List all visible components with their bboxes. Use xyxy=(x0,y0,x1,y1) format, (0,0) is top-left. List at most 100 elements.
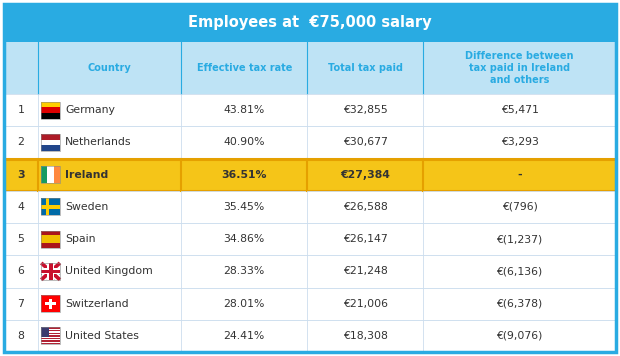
Bar xyxy=(42,263,60,280)
Text: United States: United States xyxy=(65,331,139,341)
Bar xyxy=(42,113,60,119)
Bar xyxy=(42,328,60,344)
Bar xyxy=(4,158,616,191)
Bar xyxy=(4,4,616,42)
Bar xyxy=(42,166,60,183)
Bar xyxy=(42,328,60,329)
Text: 7: 7 xyxy=(17,299,24,309)
Text: €30,677: €30,677 xyxy=(343,137,388,147)
Text: Effective tax rate: Effective tax rate xyxy=(197,63,292,73)
Bar xyxy=(42,145,60,151)
Bar xyxy=(42,231,60,247)
Text: Employees at  €75,000 salary: Employees at €75,000 salary xyxy=(188,16,432,31)
Text: 2: 2 xyxy=(17,137,24,147)
Text: 6: 6 xyxy=(17,266,24,276)
Bar xyxy=(42,338,60,339)
Text: 4: 4 xyxy=(17,202,24,212)
Bar xyxy=(42,335,60,336)
Bar xyxy=(42,199,60,215)
Bar xyxy=(42,331,60,333)
Text: Total tax paid: Total tax paid xyxy=(327,63,402,73)
Bar xyxy=(46,199,49,215)
Bar xyxy=(48,166,54,183)
Bar xyxy=(47,263,54,280)
Text: 43.81%: 43.81% xyxy=(224,105,265,115)
Text: 34.86%: 34.86% xyxy=(224,234,265,244)
Text: Sweden: Sweden xyxy=(65,202,108,212)
Text: United Kingdom: United Kingdom xyxy=(65,266,153,276)
Bar xyxy=(4,288,616,320)
Bar xyxy=(42,343,60,344)
Bar xyxy=(42,235,60,243)
Text: Germany: Germany xyxy=(65,105,115,115)
Bar xyxy=(42,263,60,280)
Bar xyxy=(42,295,60,312)
Text: 3: 3 xyxy=(17,169,25,180)
Text: €3,293: €3,293 xyxy=(501,137,539,147)
Text: Ireland: Ireland xyxy=(65,169,108,180)
Text: €5,471: €5,471 xyxy=(501,105,539,115)
Bar xyxy=(4,94,616,126)
Bar xyxy=(42,268,60,274)
Text: 24.41%: 24.41% xyxy=(224,331,265,341)
Bar xyxy=(42,102,60,107)
Text: €27,384: €27,384 xyxy=(340,169,390,180)
Bar xyxy=(4,223,616,255)
Text: 35.45%: 35.45% xyxy=(224,202,265,212)
Bar xyxy=(4,42,616,94)
Bar xyxy=(42,340,60,342)
Text: €(6,378): €(6,378) xyxy=(497,299,542,309)
Bar xyxy=(42,295,60,312)
Bar xyxy=(54,166,60,183)
Bar xyxy=(42,329,60,330)
Bar xyxy=(4,126,616,158)
Text: 28.01%: 28.01% xyxy=(224,299,265,309)
Text: €26,147: €26,147 xyxy=(343,234,388,244)
Text: €(1,237): €(1,237) xyxy=(497,234,542,244)
Text: Netherlands: Netherlands xyxy=(65,137,131,147)
Bar xyxy=(42,334,60,335)
Text: 40.90%: 40.90% xyxy=(223,137,265,147)
Bar xyxy=(42,134,60,151)
Bar xyxy=(42,205,60,209)
Bar xyxy=(42,342,60,343)
Text: Difference between
tax paid in Ireland
and others: Difference between tax paid in Ireland a… xyxy=(466,51,574,85)
Bar xyxy=(45,302,56,305)
Bar xyxy=(42,102,60,119)
Bar xyxy=(4,255,616,288)
Bar xyxy=(42,243,60,247)
Text: 5: 5 xyxy=(17,234,24,244)
Text: €18,308: €18,308 xyxy=(343,331,388,341)
Text: €(6,136): €(6,136) xyxy=(497,266,542,276)
Text: 1: 1 xyxy=(17,105,24,115)
Bar xyxy=(42,199,60,215)
Bar xyxy=(42,166,48,183)
Bar xyxy=(4,320,616,352)
Text: €32,855: €32,855 xyxy=(343,105,388,115)
Bar xyxy=(42,107,60,113)
Bar xyxy=(4,191,616,223)
Text: €26,588: €26,588 xyxy=(343,202,388,212)
Text: €(9,076): €(9,076) xyxy=(497,331,542,341)
Text: Switzerland: Switzerland xyxy=(65,299,128,309)
Bar xyxy=(42,333,60,334)
Bar xyxy=(49,299,52,309)
Bar xyxy=(42,134,60,140)
Text: 28.33%: 28.33% xyxy=(224,266,265,276)
Bar xyxy=(42,339,60,340)
Text: €21,006: €21,006 xyxy=(343,299,388,309)
Bar xyxy=(42,336,60,338)
Text: €(796): €(796) xyxy=(502,202,538,212)
Text: 36.51%: 36.51% xyxy=(221,169,267,180)
Text: 8: 8 xyxy=(17,331,24,341)
Bar xyxy=(48,263,53,280)
Text: €21,248: €21,248 xyxy=(343,266,388,276)
Bar xyxy=(42,140,60,145)
Bar xyxy=(42,330,60,331)
Text: -: - xyxy=(517,169,522,180)
Text: Country: Country xyxy=(87,63,131,73)
Bar xyxy=(42,231,60,235)
Text: Spain: Spain xyxy=(65,234,95,244)
Bar xyxy=(42,269,60,273)
Bar xyxy=(42,328,49,336)
